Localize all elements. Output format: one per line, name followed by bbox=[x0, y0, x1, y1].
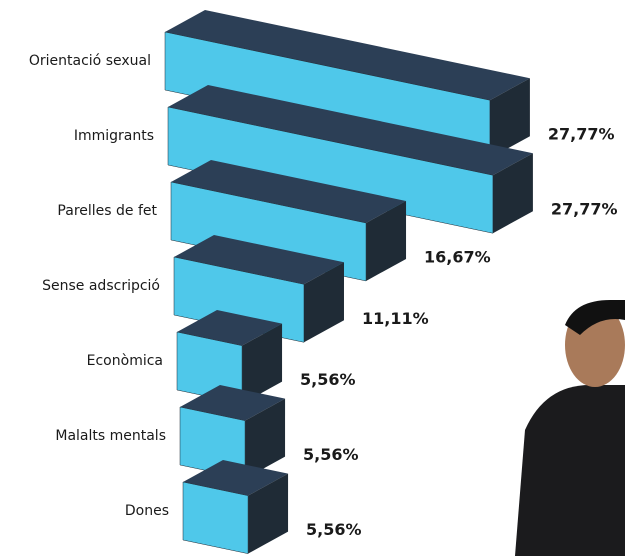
bar bbox=[182, 481, 249, 554]
value-label: 27,77% bbox=[548, 125, 615, 144]
bar-top bbox=[165, 10, 530, 101]
category-label: Immigrants bbox=[74, 128, 154, 144]
bar bbox=[170, 181, 367, 282]
value-label: 16,67% bbox=[424, 247, 491, 266]
bar-side bbox=[492, 153, 533, 234]
bar-top bbox=[180, 385, 286, 421]
value-label: 11,11% bbox=[362, 309, 429, 328]
bar-side bbox=[245, 398, 286, 479]
category-label: Econòmica bbox=[87, 353, 163, 369]
bar-side bbox=[366, 200, 407, 281]
value-label: 5,56% bbox=[300, 370, 356, 389]
bar-top bbox=[174, 235, 344, 285]
bar-top bbox=[177, 310, 283, 346]
value-label: 27,77% bbox=[551, 200, 618, 219]
category-label: Dones bbox=[125, 503, 169, 519]
value-label: 5,56% bbox=[303, 445, 359, 464]
bar bbox=[167, 106, 494, 234]
category-label: Parelles de fet bbox=[57, 203, 157, 219]
category-label: Sense adscripció bbox=[42, 278, 160, 294]
bar-side bbox=[489, 78, 530, 159]
bar-side bbox=[303, 262, 344, 343]
bar-top bbox=[183, 460, 289, 496]
bar-side bbox=[248, 473, 289, 554]
bar-top bbox=[171, 160, 407, 223]
bar-side bbox=[242, 323, 283, 404]
bar-top bbox=[168, 85, 533, 176]
category-label: Orientació sexual bbox=[29, 53, 151, 69]
category-label: Malalts mentals bbox=[55, 428, 166, 444]
photo bbox=[515, 300, 625, 556]
value-label: 5,56% bbox=[306, 520, 362, 539]
